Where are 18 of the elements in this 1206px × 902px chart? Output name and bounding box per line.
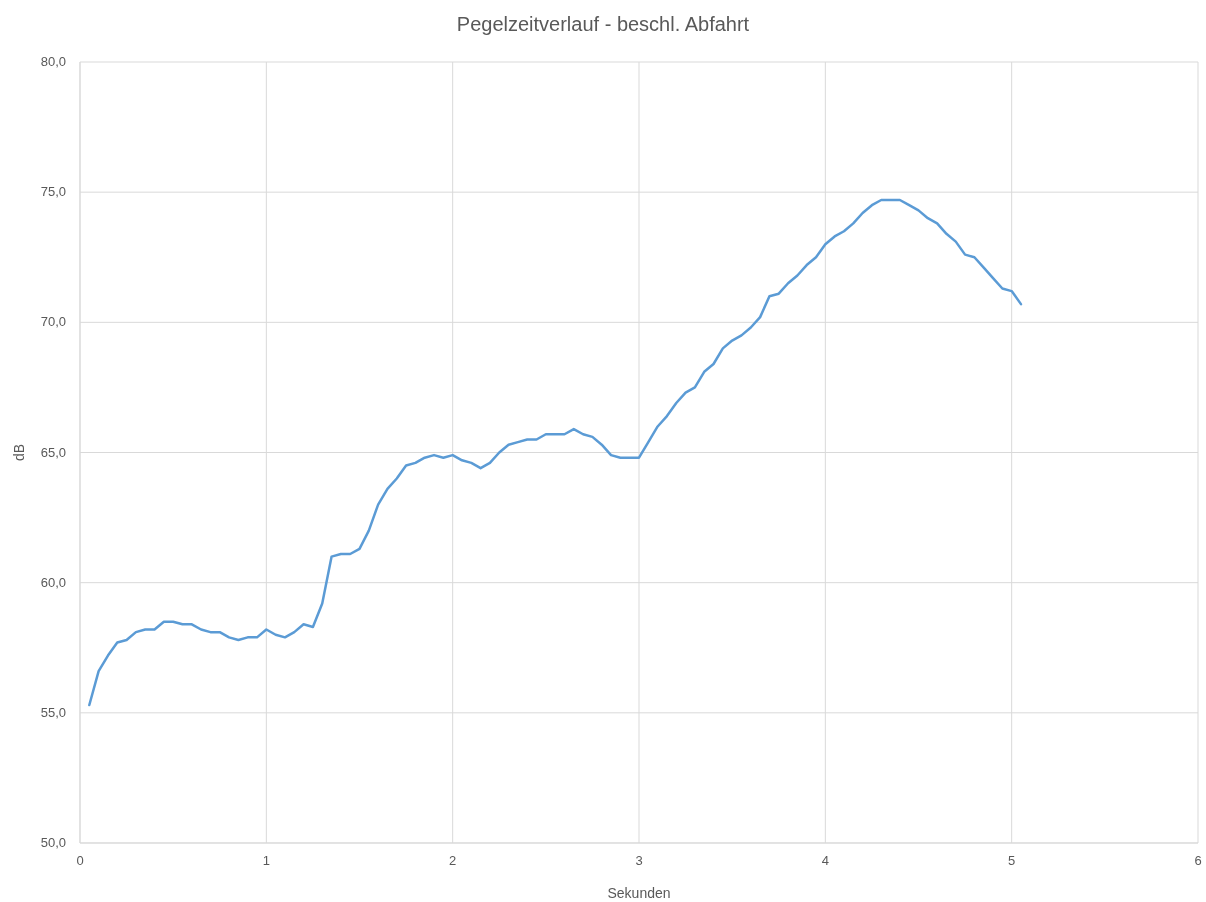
y-tick-label: 70,0 [40, 314, 66, 330]
x-tick-label: 5 [1008, 853, 1016, 868]
x-tick-label: 2 [449, 853, 457, 868]
y-axis-title: dB [11, 443, 27, 462]
x-tick-label: 1 [262, 853, 270, 868]
y-tick-label: 60,0 [40, 574, 66, 590]
x-tick-label: 0 [76, 853, 84, 868]
y-tick-label: 80,0 [40, 54, 66, 69]
x-tick-label: 6 [1194, 853, 1202, 868]
y-tick-label: 75,0 [40, 184, 66, 200]
x-axis-title: Sekunden [607, 885, 671, 901]
y-tick-label: 55,0 [40, 704, 66, 720]
x-tick-label: 3 [635, 853, 643, 868]
line-series [88, 198, 1023, 707]
chart-title: Pegelzeitverlauf - beschl. Abfahrt [456, 13, 750, 35]
x-tick-label: 4 [821, 853, 829, 868]
y-tick-label: 50,0 [40, 835, 66, 850]
y-tick-label: 65,0 [40, 444, 66, 460]
